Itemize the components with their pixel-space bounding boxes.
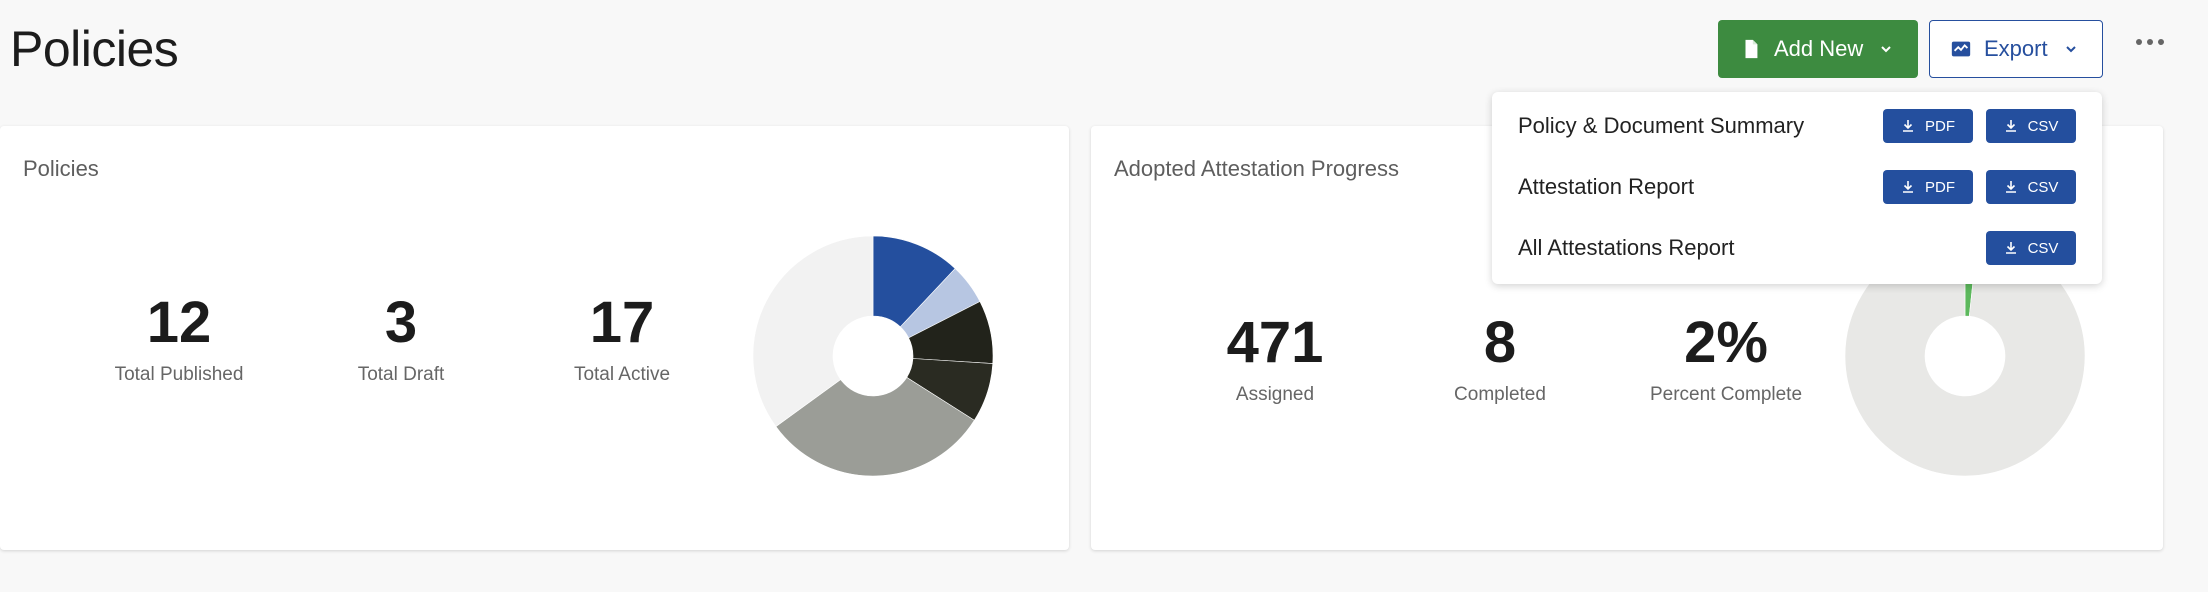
download-csv-button[interactable]: CSV bbox=[1986, 170, 2076, 204]
attestation-card-title: Adopted Attestation Progress bbox=[1114, 156, 1399, 181]
chevron-down-icon bbox=[2064, 42, 2078, 56]
export-dropdown-menu: Policy & Document Summary PDF CSV Attestati… bbox=[1492, 92, 2102, 284]
page-title: Policies bbox=[10, 21, 179, 77]
file-icon bbox=[1740, 38, 1762, 60]
stat-value: 12 bbox=[146, 290, 212, 355]
chevron-down-icon bbox=[1879, 42, 1893, 56]
export-label: Export bbox=[1984, 36, 2048, 61]
stat-total-active: 17 Total Active bbox=[512, 294, 732, 386]
more-dot bbox=[2158, 39, 2164, 45]
stat-completed: 8 Completed bbox=[1390, 314, 1610, 406]
download-pdf-button[interactable]: PDF bbox=[1883, 170, 1973, 204]
more-horizontal-icon[interactable] bbox=[2136, 34, 2164, 50]
stat-value: 471 bbox=[1226, 310, 1324, 375]
stat-label: Percent Complete bbox=[1649, 384, 1803, 405]
policies-card-title: Policies bbox=[23, 156, 99, 181]
stat-percent-complete: 2% Percent Complete bbox=[1616, 314, 1836, 406]
download-icon bbox=[1901, 119, 1915, 133]
csv-label: CSV bbox=[2027, 117, 2059, 135]
more-dot bbox=[2147, 39, 2153, 45]
add-new-button[interactable]: Add New bbox=[1718, 20, 1918, 78]
pdf-label: PDF bbox=[1925, 178, 1955, 196]
export-item-all-attestations-report: All Attestations Report bbox=[1518, 235, 1735, 260]
download-csv-button[interactable]: CSV bbox=[1986, 109, 2076, 143]
attestation-pie-slice-1 bbox=[1844, 235, 2086, 477]
stat-total-draft: 3 Total Draft bbox=[291, 294, 511, 386]
stat-label: Total Active bbox=[573, 364, 671, 385]
stat-value: 2% bbox=[1684, 310, 1768, 375]
stat-value: 8 bbox=[1483, 310, 1517, 375]
pdf-label: PDF bbox=[1925, 117, 1955, 135]
add-new-label: Add New bbox=[1774, 36, 1864, 61]
stat-value: 3 bbox=[384, 290, 418, 355]
policies-pie-slice-5 bbox=[752, 235, 874, 427]
stat-label: Total Published bbox=[114, 364, 244, 385]
export-item-attestation-report: Attestation Report bbox=[1518, 174, 1695, 199]
stat-assigned: 471 Assigned bbox=[1165, 314, 1385, 406]
policies-pie-slice-4 bbox=[775, 377, 975, 477]
csv-label: CSV bbox=[2027, 178, 2059, 196]
stat-label: Total Draft bbox=[357, 364, 445, 385]
stat-label: Assigned bbox=[1235, 384, 1315, 405]
stat-total-published: 12 Total Published bbox=[69, 294, 289, 386]
download-icon bbox=[1901, 180, 1915, 194]
download-icon bbox=[2004, 180, 2018, 194]
csv-label: CSV bbox=[2027, 239, 2059, 257]
export-item-policy-document-summary: Policy & Document Summary bbox=[1518, 113, 1805, 138]
policies-card: Policies 12 Total Published 3 Total Draf… bbox=[0, 126, 1069, 550]
more-dot bbox=[2136, 39, 2142, 45]
stat-value: 17 bbox=[589, 290, 655, 355]
download-pdf-button[interactable]: PDF bbox=[1883, 109, 1973, 143]
stat-label: Completed bbox=[1454, 384, 1546, 405]
policies-pie-chart bbox=[752, 235, 994, 477]
export-icon bbox=[1950, 38, 1972, 60]
download-csv-button[interactable]: CSV bbox=[1986, 231, 2076, 265]
download-icon bbox=[2004, 241, 2018, 255]
download-icon bbox=[2004, 119, 2018, 133]
export-button[interactable]: Export bbox=[1929, 20, 2103, 78]
